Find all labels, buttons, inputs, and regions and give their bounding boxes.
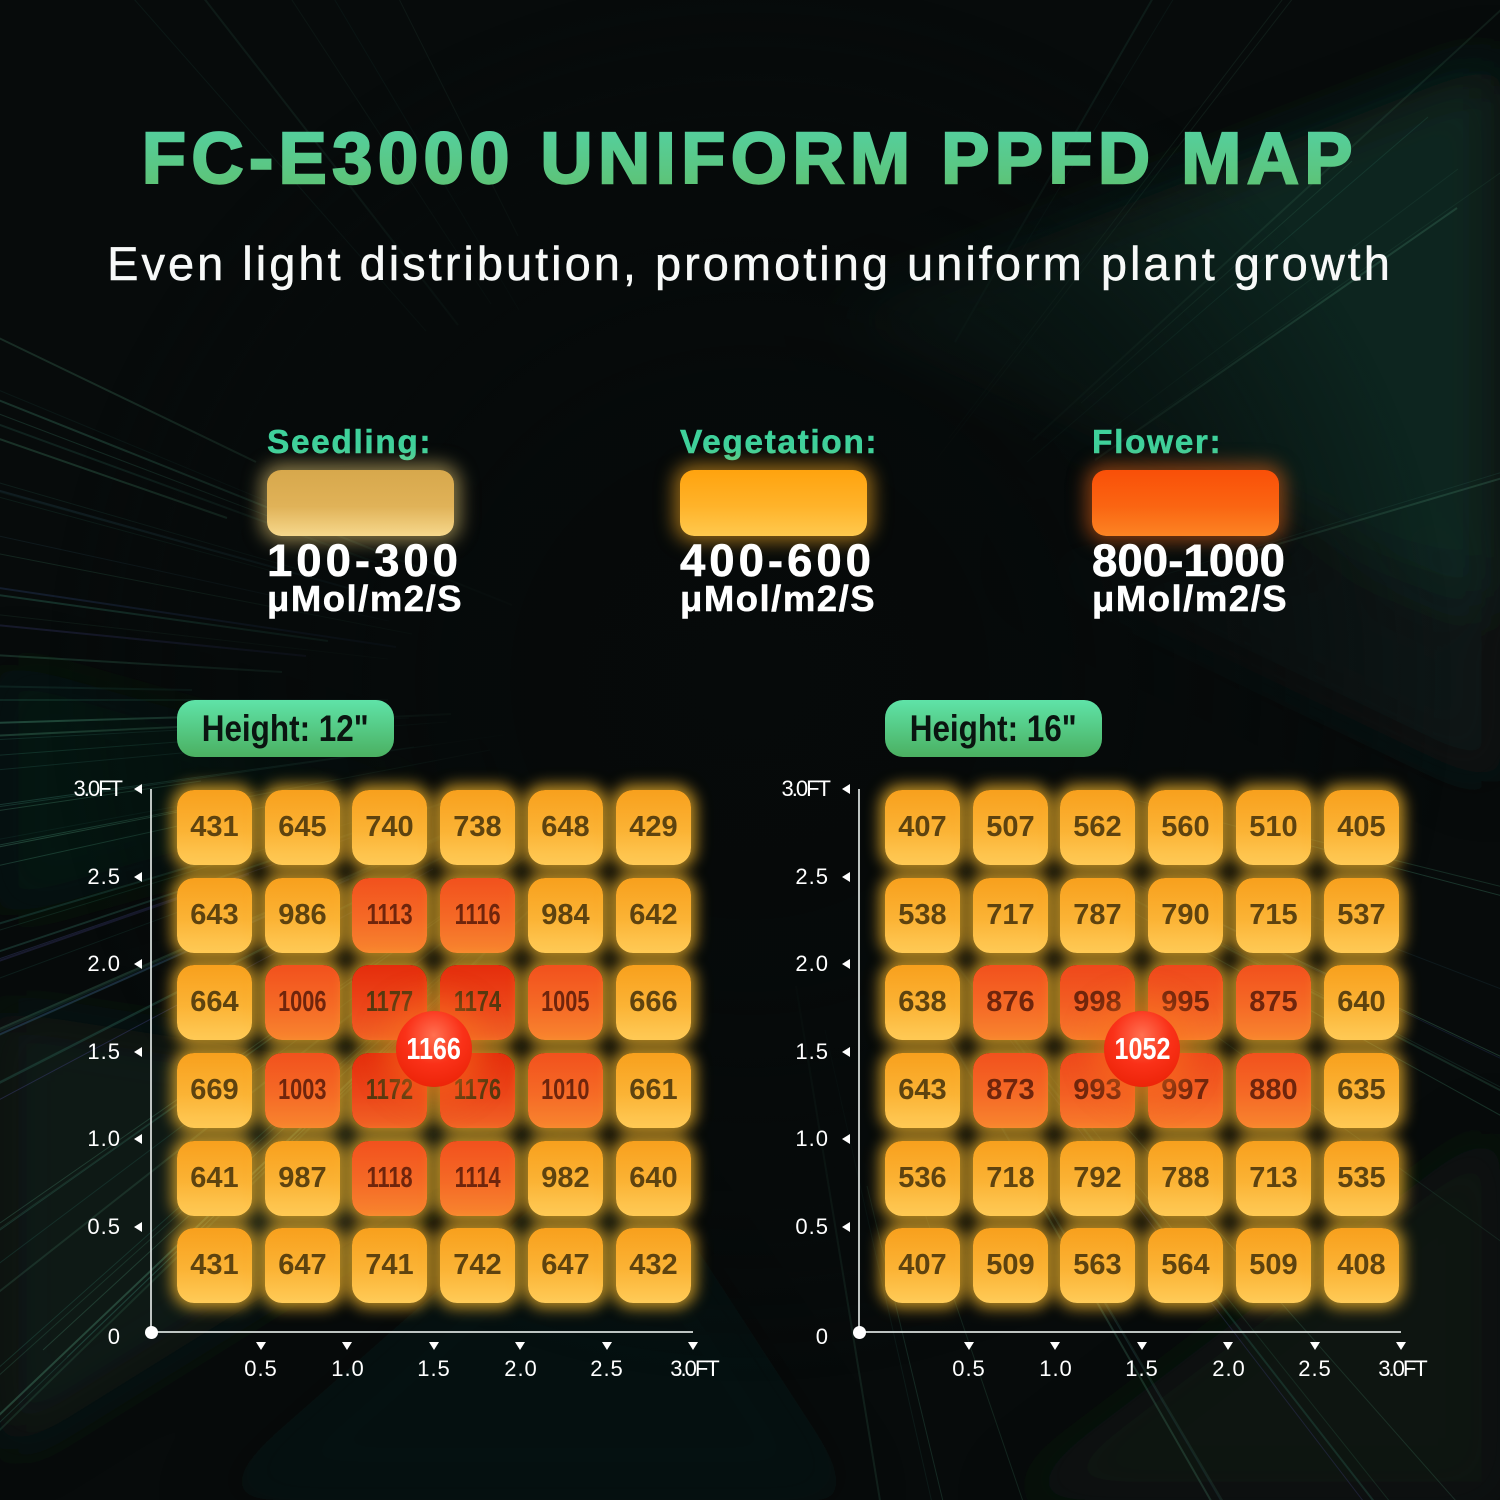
svg-text:FC-E3000 UNIFORM PPFD MAP: FC-E3000 UNIFORM PPFD MAP: [142, 119, 1358, 199]
